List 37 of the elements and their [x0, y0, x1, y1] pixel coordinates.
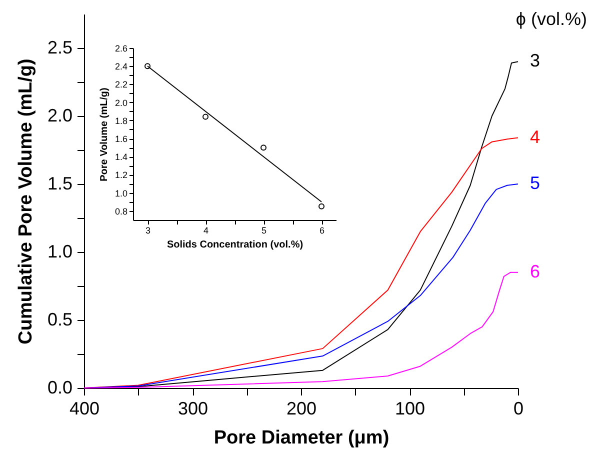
- series-label: 5: [530, 173, 540, 193]
- x-tick-label: 0: [513, 398, 524, 418]
- point: [260, 144, 266, 151]
- y-tick-label: 2.0: [47, 106, 72, 126]
- legend-title: ϕ (vol.%): [516, 9, 587, 29]
- series-label: 3: [530, 50, 540, 71]
- point: [202, 114, 208, 120]
- y-tick-label: 2.5: [47, 38, 72, 58]
- y-tick-label: 0.8: [114, 206, 128, 216]
- y-tick-label: 2.0: [114, 98, 128, 108]
- y-tick-label: 2.6: [114, 44, 128, 54]
- x-tick-label: 3: [145, 226, 151, 236]
- x-tick-label: 5: [261, 226, 267, 236]
- y-tick-label: 1.2: [114, 170, 128, 180]
- y-tick-label: 1.6: [114, 134, 128, 144]
- x-tick-label: 300: [178, 398, 208, 418]
- y-tick-label: 1.0: [47, 242, 72, 262]
- y-tick-label: 1.0: [114, 188, 128, 198]
- x-tick-label: 100: [394, 398, 426, 418]
- y-tick-label: 0.5: [47, 310, 72, 330]
- y-tick-label: 2.4: [114, 62, 128, 72]
- y-tick-label: 1.8: [114, 116, 128, 126]
- y-axis-title: Cumulative Pore Volume (mL/g): [15, 58, 36, 344]
- point: [318, 203, 324, 210]
- x-tick-label: 4: [203, 226, 209, 236]
- x-tick-label: 6: [319, 226, 325, 236]
- y-tick-label: 2.2: [114, 80, 128, 90]
- x-axis-title: Pore Diameter (μm): [214, 428, 390, 448]
- x-tick-label: 400: [69, 398, 100, 418]
- x-tick-label: 200: [286, 398, 317, 418]
- x-axis-title: Solids Concentration (vol.%): [166, 240, 304, 250]
- y-tick-label: 0.0: [47, 378, 72, 398]
- y-tick-label: 1.5: [47, 174, 72, 194]
- series-label: 4: [530, 126, 540, 147]
- y-axis-title: Pore Volume (mL/g): [98, 88, 110, 182]
- y-tick-label: 1.4: [114, 152, 128, 162]
- series-label: 6: [530, 261, 540, 282]
